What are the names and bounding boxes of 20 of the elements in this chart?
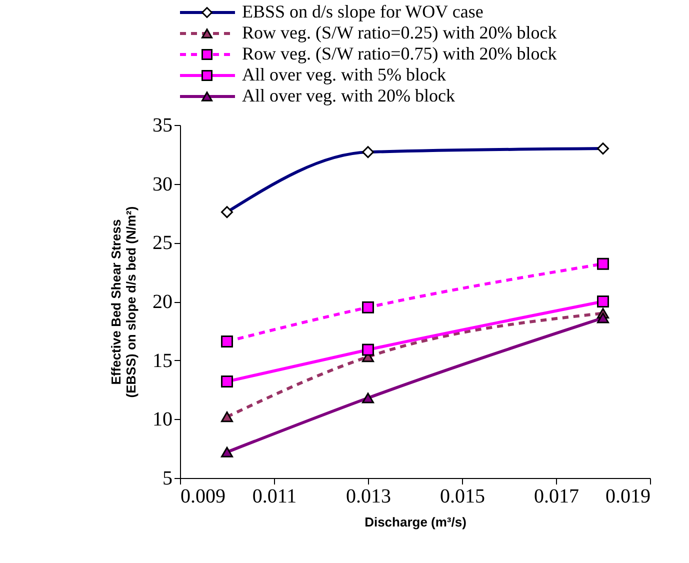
y-tick-label: 35 [152,114,172,136]
legend-label: Row veg. (S/W ratio=0.75) with 20% block [242,44,557,64]
y-axis-title: Effective Bed Shear Stress (EBSS) on slope d/s bed (N/m²) [108,206,138,398]
legend-label: All over veg. with 5% block [242,64,446,84]
x-tick-label: 0.017 [534,486,579,508]
y-tick-label: 5 [162,468,172,490]
y-tick-label: 25 [152,232,172,254]
y-tick-label: 15 [152,350,172,372]
legend-label: EBSS on d/s slope for WOV case [242,2,484,22]
x-tick-label: 0.013 [346,486,391,508]
y-tick-label: 10 [152,408,172,431]
legend-label: All over veg. with 20% block [242,86,455,106]
x-tick-label: 0.009 [180,486,226,508]
x-tick-label: 0.019 [606,486,650,508]
y-tick-label: 30 [152,173,172,196]
y-tick-label: 20 [152,291,172,313]
x-tick-label: 0.015 [440,486,485,508]
x-tick-label: 0.011 [252,486,297,508]
x-axis-title: Discharge (m³/s) [364,514,466,530]
legend-label: Row veg. (S/W ratio=0.25) with 20% block [242,22,557,42]
